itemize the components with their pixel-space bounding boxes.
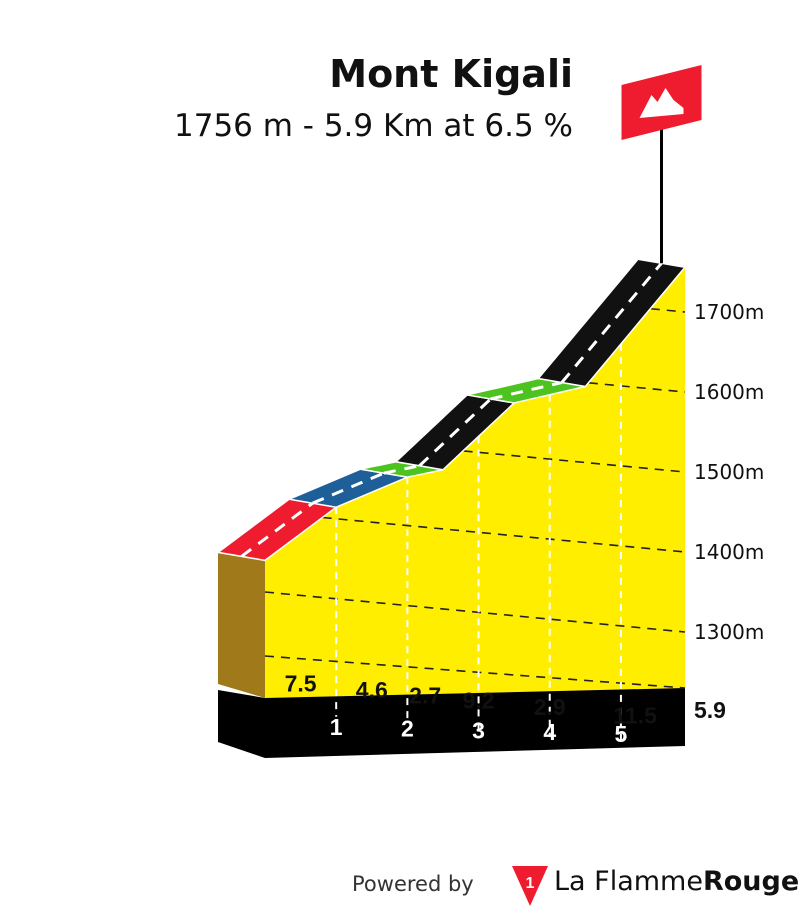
road-centre-line <box>418 397 492 467</box>
km-marker-label: 3 <box>472 717 485 743</box>
altitude-grid-line <box>650 307 686 313</box>
road-centre-line <box>240 501 314 558</box>
summit-flag <box>621 65 702 264</box>
flame-logo-icon: 1 <box>512 866 548 906</box>
altitude-grid-line <box>463 450 686 473</box>
km-marker-label: 1 <box>330 714 343 740</box>
mountain-icon <box>639 88 684 118</box>
profile-front-face <box>265 267 685 698</box>
road-segment <box>536 258 687 388</box>
logo-number: 1 <box>526 875 535 892</box>
climb-title: Mont Kigali <box>329 52 573 96</box>
chart-labels: 1300m 1400m 1500m 1600m 1700m 7.5 4.6 2.7 9.2 2.9… <box>285 300 765 747</box>
y-tick-label: 1400m <box>694 540 764 564</box>
segment-gradient-label: 2.7 <box>409 682 441 708</box>
road-segments <box>216 258 687 562</box>
y-tick-label: 1700m <box>694 300 764 324</box>
km-marker-label: 5 <box>615 721 628 747</box>
brand-name-bold: Rouge <box>702 866 800 897</box>
base-left <box>218 690 265 758</box>
powered-by-text: Powered by <box>352 872 474 896</box>
grid-lines <box>264 307 686 744</box>
climb-subtitle: 1756 m - 5.9 Km at 6.5 % <box>174 108 573 144</box>
total-distance-label: 5.9 <box>694 697 726 723</box>
road-centre-line <box>312 471 385 505</box>
road-centre-line <box>383 464 420 475</box>
altitude-grid-line <box>264 591 686 633</box>
segment-gradient-label: 9.2 <box>463 687 495 713</box>
profile-side-face <box>218 552 265 698</box>
road-centre-line <box>560 262 663 384</box>
segment-gradient-label: 2.9 <box>534 694 566 720</box>
profile-fill <box>218 267 685 698</box>
y-tick-label: 1300m <box>694 620 764 644</box>
km-marker-label: 4 <box>543 719 556 745</box>
brand-name: La FlammeRouge <box>554 866 799 897</box>
baseline-grid-line <box>264 655 686 689</box>
altitude-grid-line <box>322 516 686 553</box>
segment-gradient-label: 7.5 <box>285 670 317 696</box>
km-marker-label: 2 <box>401 716 414 742</box>
altitude-grid-line <box>588 382 686 393</box>
y-tick-label: 1500m <box>694 460 764 484</box>
segment-gradient-label: 11.5 <box>613 702 657 728</box>
segment-gradient-label: 4.6 <box>356 677 388 703</box>
brand-name-regular: La Flamme <box>554 866 703 897</box>
y-tick-label: 1600m <box>694 380 764 404</box>
